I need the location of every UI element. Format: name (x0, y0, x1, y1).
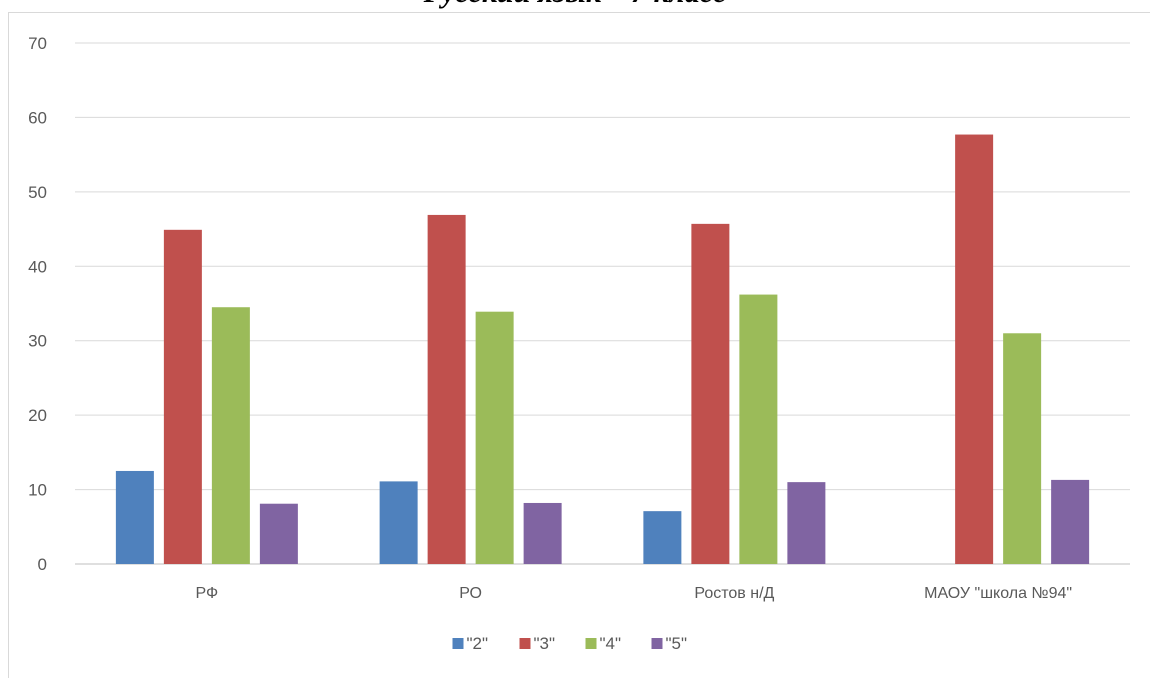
gridlines (75, 42, 1130, 565)
y-axis-ticks: 0 10 20 30 40 50 60 70 (28, 34, 47, 574)
y-tick-label: 70 (28, 34, 47, 53)
bar (259, 503, 298, 564)
bar (643, 511, 682, 564)
bar (523, 502, 562, 564)
bar (955, 134, 994, 564)
chart-title: Русский язык – 7 класс (0, 0, 1150, 8)
legend-label: "4" (600, 634, 622, 653)
bar (691, 223, 730, 564)
legend-item: "2" (452, 634, 489, 653)
legend-swatch (585, 638, 597, 649)
legend-item: "3" (519, 634, 556, 653)
bar (379, 481, 418, 564)
y-tick-label: 0 (38, 555, 47, 574)
legend-label: "2" (467, 634, 489, 653)
bar (115, 470, 154, 564)
y-tick-label: 10 (28, 481, 47, 500)
bar (1003, 333, 1042, 564)
bar (739, 294, 778, 564)
bar (1051, 479, 1090, 564)
bars (115, 134, 1090, 564)
bar (427, 214, 466, 564)
x-tick-label: Ростов н/Д (694, 585, 774, 602)
y-tick-label: 50 (28, 183, 47, 202)
chart-frame (8, 12, 1150, 678)
legend-item: "4" (585, 634, 622, 653)
y-tick-label: 40 (28, 257, 47, 276)
y-tick-label: 20 (28, 406, 47, 425)
legend-swatch (519, 638, 531, 649)
x-tick-label: МАОУ "школа №94" (924, 585, 1072, 602)
bar (211, 307, 250, 564)
legend-label: "5" (666, 634, 688, 653)
bar (475, 311, 514, 564)
legend-item: "5" (651, 634, 688, 653)
bar (163, 229, 202, 564)
legend-swatch (651, 638, 663, 649)
y-tick-label: 60 (28, 108, 47, 127)
legend-swatch (452, 638, 464, 649)
x-tick-label: РФ (196, 585, 219, 602)
legend: "2" "3" "4" "5" (452, 634, 688, 653)
y-tick-label: 30 (28, 332, 47, 351)
x-tick-label: РО (459, 585, 482, 602)
bar (787, 482, 826, 564)
x-axis-labels: РФ РО Ростов н/Д МАОУ "школа №94" (196, 585, 1073, 602)
legend-label: "3" (534, 634, 556, 653)
